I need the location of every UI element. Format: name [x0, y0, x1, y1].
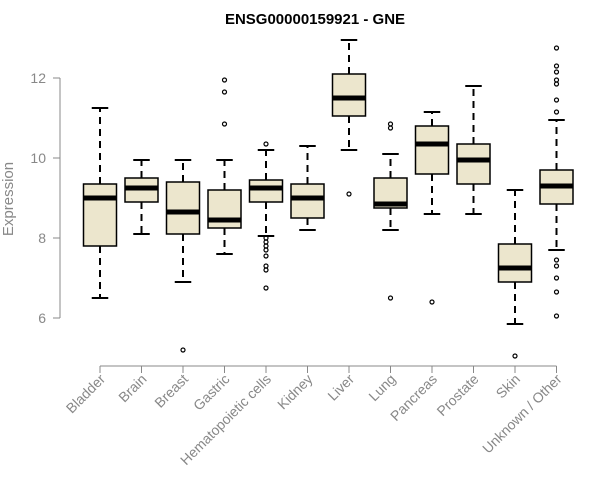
box-breast — [165, 159, 201, 353]
box-bladder — [82, 107, 118, 299]
outlier-point — [346, 191, 352, 197]
box-iqr — [497, 243, 533, 283]
box-liver — [331, 39, 367, 197]
outlier-point — [221, 121, 228, 127]
x-tick-label: Kidney — [274, 371, 316, 413]
x-tick-label: Liver — [324, 371, 357, 404]
outlier-point — [387, 121, 394, 127]
outlier-point — [553, 77, 560, 83]
x-tick-label: Brain — [115, 371, 149, 405]
outlier-point — [221, 77, 228, 83]
outlier-point — [553, 69, 560, 75]
y-tick-label: 10 — [30, 150, 46, 166]
outlier-point — [553, 109, 560, 115]
boxes — [82, 39, 574, 359]
box-iqr — [331, 73, 367, 117]
x-tick-label: Prostate — [433, 371, 481, 419]
outlier-point — [221, 89, 228, 95]
outlier-point — [553, 289, 560, 295]
box-skin — [497, 189, 533, 359]
outlier-point — [553, 97, 560, 103]
box-iqr — [456, 143, 491, 185]
y-tick-label: 6 — [38, 310, 46, 326]
box-iqr — [165, 181, 201, 235]
box-gastric — [207, 77, 242, 255]
y-axis-label: Expression — [0, 162, 17, 236]
box-brain — [124, 159, 159, 235]
outlier-point — [263, 243, 269, 249]
y-tick-label: 8 — [38, 230, 46, 246]
outlier-point — [553, 263, 560, 269]
outlier-point — [387, 295, 394, 301]
box-lung — [373, 121, 408, 301]
box-unknown-other — [539, 45, 574, 319]
x-tick-label: Breast — [151, 371, 191, 411]
box-pancreas — [414, 111, 450, 305]
outlier-point — [553, 313, 560, 319]
x-tick-label: Skin — [493, 371, 524, 402]
y-tick-label: 12 — [30, 70, 46, 86]
y-axis: 6 8 10 12 — [30, 70, 61, 326]
outlier-point — [263, 263, 269, 269]
outlier-point — [553, 275, 560, 281]
x-tick-label: Bladder — [63, 371, 109, 417]
outlier-point — [429, 299, 435, 305]
chart-title: ENSG00000159921 - GNE — [225, 11, 405, 28]
outlier-point — [263, 285, 269, 291]
outlier-point — [263, 247, 269, 253]
x-tick-label: Lung — [365, 371, 398, 404]
box-iqr — [248, 179, 284, 203]
outlier-point — [263, 253, 269, 259]
outlier-point — [263, 141, 269, 147]
x-tick-label: Unknown / Other — [479, 371, 565, 457]
outlier-point — [263, 267, 269, 273]
outlier-point — [553, 63, 560, 69]
box-prostate — [456, 85, 491, 215]
outlier-point — [263, 239, 269, 245]
outlier-point — [512, 353, 518, 359]
box-iqr — [82, 183, 118, 247]
box-iqr — [414, 125, 450, 175]
outlier-point — [553, 45, 560, 51]
box-iqr — [290, 183, 325, 219]
box-hematopoietic-cells — [248, 141, 284, 291]
outlier-point — [553, 257, 560, 263]
outlier-point — [180, 347, 186, 353]
box-kidney — [290, 145, 325, 231]
